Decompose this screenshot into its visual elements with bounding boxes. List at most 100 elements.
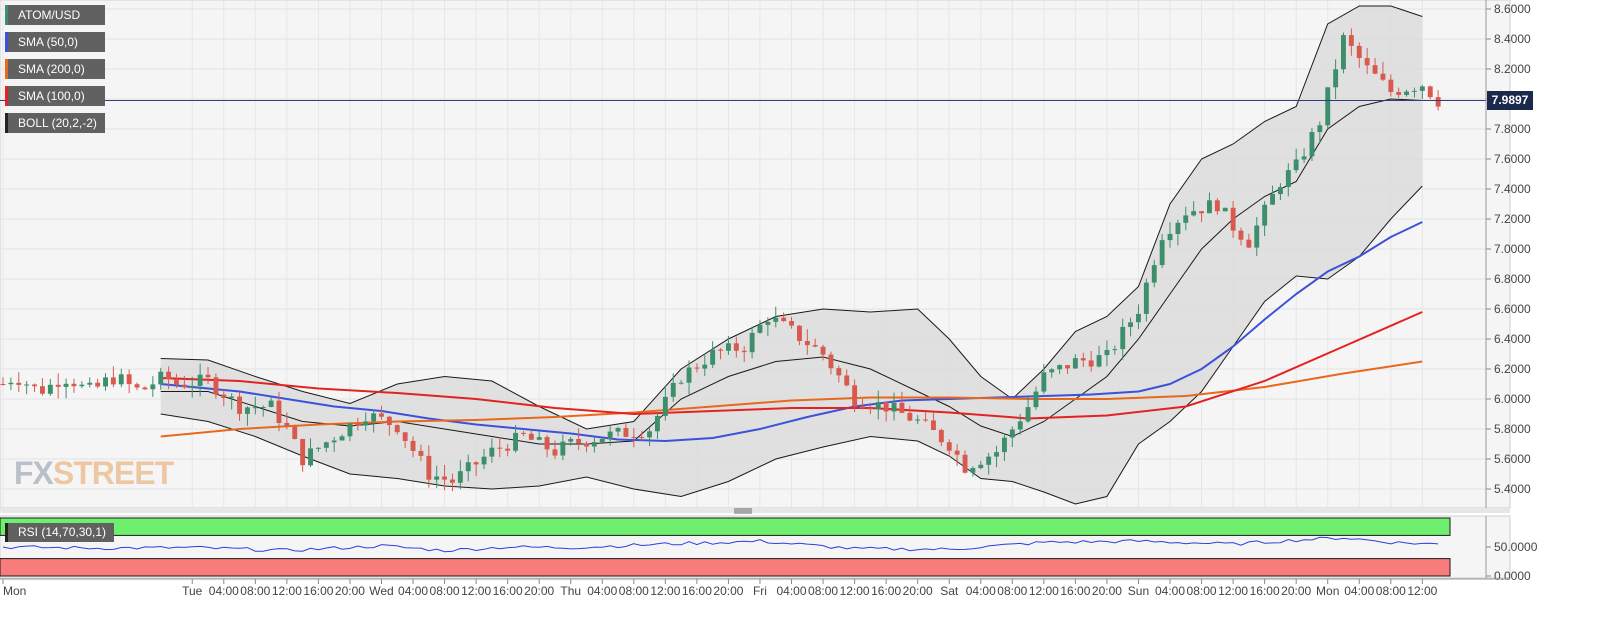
candle-bear bbox=[166, 371, 171, 379]
candle-bear bbox=[40, 386, 45, 394]
candle-bear bbox=[126, 374, 132, 385]
candle-bear bbox=[16, 382, 22, 385]
candle-bear bbox=[797, 325, 802, 341]
candle-bull bbox=[1128, 322, 1133, 327]
candle-bull bbox=[1009, 429, 1015, 438]
time-tick-label: 20:00 bbox=[524, 584, 554, 598]
legend-sma-100[interactable]: SMA (100,0) bbox=[5, 86, 105, 106]
candle-bull bbox=[1136, 313, 1141, 323]
candle-bull bbox=[118, 374, 124, 385]
candle-bull bbox=[1278, 187, 1283, 195]
candle-bull bbox=[568, 439, 574, 442]
candle-bear bbox=[394, 425, 400, 433]
bollinger-upper-line bbox=[160, 5, 1423, 430]
candle-bull bbox=[1096, 355, 1102, 367]
candle-bull bbox=[765, 321, 771, 325]
time-tick-label: Mon bbox=[3, 584, 26, 598]
candle-bear bbox=[237, 396, 242, 414]
candle-bull bbox=[150, 384, 156, 390]
time-tick-label: 20:00 bbox=[713, 584, 743, 598]
time-tick-label: Sat bbox=[940, 584, 959, 598]
candle-bear bbox=[852, 385, 858, 407]
candle-bull bbox=[260, 407, 266, 408]
candle-bull bbox=[1222, 207, 1228, 212]
splitter-grip-icon[interactable] bbox=[734, 508, 752, 514]
candle-bull bbox=[465, 462, 471, 472]
time-tick-label: 16:00 bbox=[871, 584, 901, 598]
candle-bull bbox=[1341, 35, 1346, 70]
candle-bear bbox=[205, 374, 211, 378]
time-tick-label: 20:00 bbox=[335, 584, 365, 598]
rsi-zones bbox=[0, 517, 1451, 577]
candle-bear bbox=[899, 402, 905, 413]
candle-bull bbox=[189, 385, 195, 388]
candle-bear bbox=[174, 379, 179, 385]
legend-sma-50[interactable]: SMA (50,0) bbox=[5, 32, 105, 52]
bollinger-lower-line bbox=[160, 185, 1423, 505]
candle-bear bbox=[733, 343, 739, 351]
legend-rsi[interactable]: RSI (14,70,30,1) bbox=[5, 523, 115, 542]
candle-bear bbox=[1427, 86, 1433, 98]
legend-symbol[interactable]: ATOM/USD bbox=[5, 5, 105, 25]
candle-bear bbox=[907, 412, 913, 421]
candle-bear bbox=[521, 432, 526, 434]
time-tick-label: 08:00 bbox=[619, 584, 649, 598]
candle-bear bbox=[812, 345, 818, 347]
candle-bull bbox=[245, 407, 250, 414]
candle-bear bbox=[71, 383, 77, 387]
candle-bull bbox=[371, 413, 377, 422]
candle-bear bbox=[528, 433, 534, 440]
time-tick-label: 12:00 bbox=[1218, 584, 1248, 598]
legend-bollinger[interactable]: BOLL (20,2,-2) bbox=[5, 113, 105, 133]
candle-bull bbox=[79, 384, 85, 387]
panel-splitter[interactable] bbox=[0, 508, 1510, 513]
logo-part-street: STREET bbox=[52, 455, 174, 491]
price-tick-label: 5.6000 bbox=[1494, 452, 1531, 466]
candle-bull bbox=[749, 332, 755, 353]
price-tick-label: 8.2000 bbox=[1494, 62, 1531, 76]
price-tick-label: 6.2000 bbox=[1494, 362, 1531, 376]
candle-bull bbox=[1072, 358, 1078, 369]
candle-bear bbox=[623, 428, 629, 437]
price-tick-label: 7.2000 bbox=[1494, 212, 1531, 226]
candle-bull bbox=[970, 468, 976, 473]
time-tick-label: Tue bbox=[182, 584, 203, 598]
candle-bull bbox=[1254, 225, 1260, 248]
price-tick-label: 8.6000 bbox=[1494, 2, 1531, 16]
candle-bear bbox=[505, 448, 511, 451]
candle-bear bbox=[95, 382, 101, 387]
candle-bull bbox=[1419, 86, 1425, 91]
candle-bear bbox=[860, 406, 865, 409]
candles bbox=[0, 28, 1441, 492]
candle-bear bbox=[828, 354, 834, 369]
candle-bear bbox=[1396, 92, 1402, 95]
time-axis: Mon Tue 04:00 08:00 12:00 16:00 20:00 Wed 04:00 0… bbox=[0, 578, 1510, 598]
candle-bull bbox=[1167, 233, 1173, 241]
time-tick-label: 04:00 bbox=[398, 584, 428, 598]
candle-bull bbox=[1159, 240, 1165, 266]
sma-line-2 bbox=[160, 311, 1423, 420]
candle-bull bbox=[1309, 132, 1315, 157]
candle-bear bbox=[741, 350, 747, 353]
candle-bear bbox=[1348, 35, 1354, 46]
time-tick-label: Wed bbox=[369, 584, 393, 598]
candle-bear bbox=[631, 436, 637, 438]
rsi-line bbox=[2, 536, 1439, 553]
candle-bull bbox=[457, 471, 463, 483]
candle-bear bbox=[355, 423, 361, 426]
legend-sma-200[interactable]: SMA (200,0) bbox=[5, 59, 105, 79]
time-tick-label: 08:00 bbox=[997, 584, 1027, 598]
candle-bull bbox=[268, 400, 274, 407]
candle-bull bbox=[1317, 125, 1323, 133]
time-tick-label: 08:00 bbox=[1376, 584, 1406, 598]
candle-bear bbox=[213, 377, 219, 395]
candle-bear bbox=[544, 437, 550, 450]
candle-bull bbox=[47, 384, 53, 394]
candle-bull bbox=[331, 440, 337, 443]
candle-bull bbox=[308, 448, 313, 466]
time-tick-label: Sun bbox=[1128, 584, 1149, 598]
candle-bear bbox=[820, 346, 826, 355]
candle-bull bbox=[615, 428, 621, 432]
candle-bear bbox=[497, 447, 503, 449]
